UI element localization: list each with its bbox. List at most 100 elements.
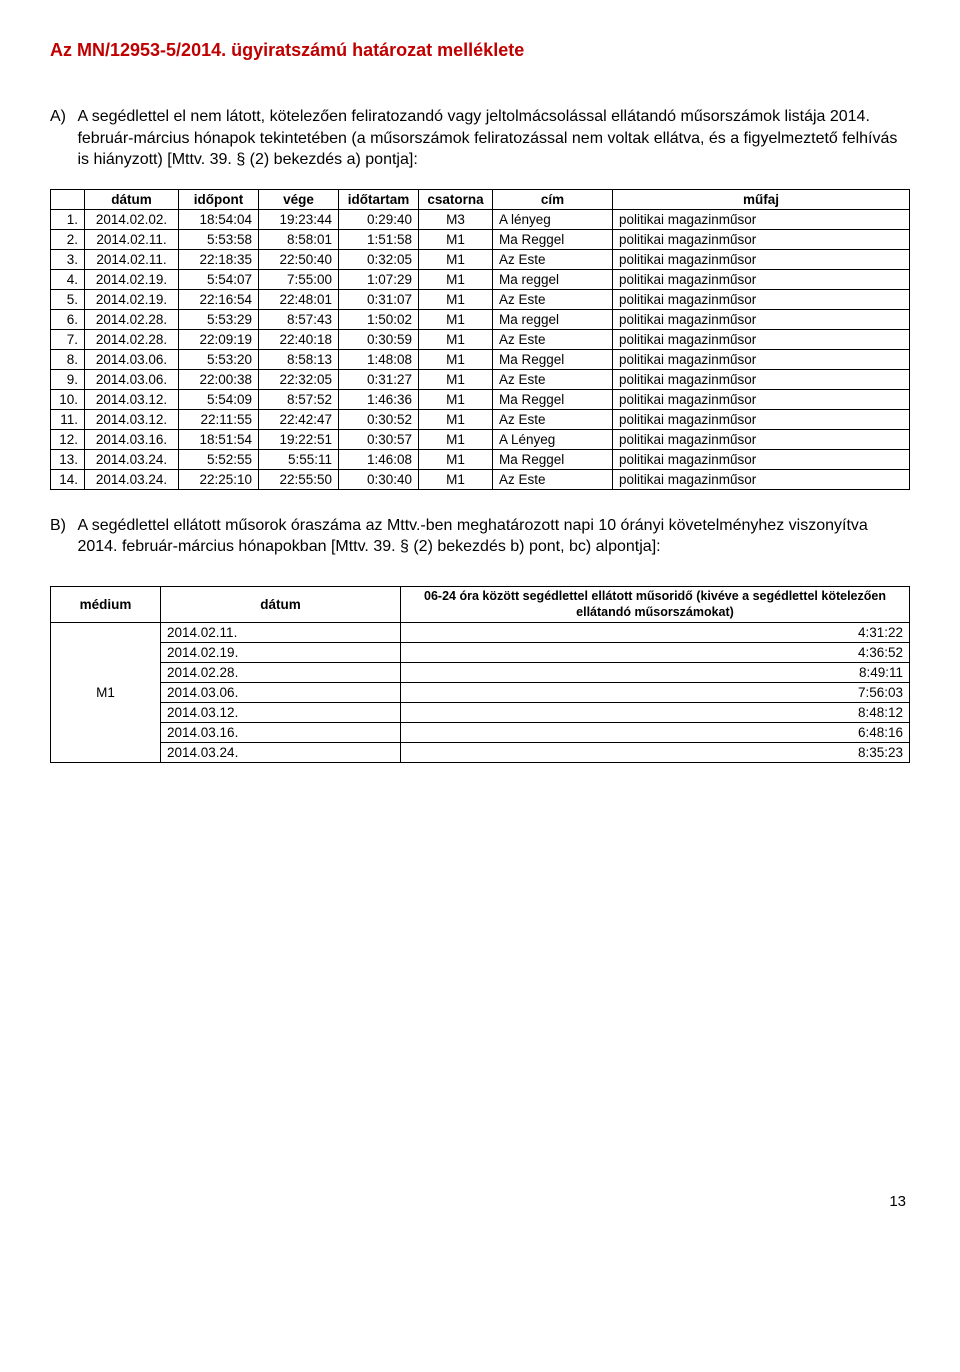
table-cell: 2014.03.16.	[85, 429, 179, 449]
table-cell: 22:16:54	[179, 289, 259, 309]
table-cell: 5:53:58	[179, 229, 259, 249]
table-cell: M1	[419, 289, 493, 309]
table-cell: 1:50:02	[339, 309, 419, 329]
table-cell: politikai magazinműsor	[613, 249, 910, 269]
table-cell: M1	[419, 349, 493, 369]
table-row: 9.2014.03.06.22:00:3822:32:050:31:27M1Az…	[51, 369, 910, 389]
table-cell: 11.	[51, 409, 85, 429]
table-a-h2: időpont	[179, 189, 259, 209]
table-cell: politikai magazinműsor	[613, 469, 910, 489]
table-row: 11.2014.03.12.22:11:5522:42:470:30:52M1A…	[51, 409, 910, 429]
table-cell: politikai magazinműsor	[613, 389, 910, 409]
table-cell: 8:58:01	[259, 229, 339, 249]
table-cell: Az Este	[493, 249, 613, 269]
table-cell: 5:52:55	[179, 449, 259, 469]
table-cell: 8:35:23	[401, 743, 910, 763]
table-cell: politikai magazinműsor	[613, 449, 910, 469]
table-cell: 0:32:05	[339, 249, 419, 269]
table-row: 2014.03.16.6:48:16	[51, 723, 910, 743]
table-cell: Az Este	[493, 369, 613, 389]
table-cell: A lényeg	[493, 209, 613, 229]
table-cell: 5:53:29	[179, 309, 259, 329]
table-cell: 14.	[51, 469, 85, 489]
table-cell: 2014.03.24.	[85, 449, 179, 469]
table-cell: politikai magazinműsor	[613, 429, 910, 449]
table-cell: 2014.02.28.	[161, 663, 401, 683]
table-cell: 2014.03.06.	[85, 369, 179, 389]
table-cell: M1	[419, 389, 493, 409]
table-cell: 2014.02.28.	[85, 309, 179, 329]
table-row: 7.2014.02.28.22:09:1922:40:180:30:59M1Az…	[51, 329, 910, 349]
table-cell: Ma Reggel	[493, 389, 613, 409]
table-row: 2014.03.12.8:48:12	[51, 703, 910, 723]
table-cell: politikai magazinműsor	[613, 349, 910, 369]
table-cell: 1:51:58	[339, 229, 419, 249]
table-cell: 5:54:09	[179, 389, 259, 409]
table-cell: 1:46:36	[339, 389, 419, 409]
document-title: Az MN/12953-5/2014. ügyiratszámú határoz…	[50, 40, 910, 61]
table-cell: 6:48:16	[401, 723, 910, 743]
table-a-h3: vége	[259, 189, 339, 209]
table-cell: 19:23:44	[259, 209, 339, 229]
page: Az MN/12953-5/2014. ügyiratszámú határoz…	[0, 0, 960, 1230]
table-cell: 9.	[51, 369, 85, 389]
table-cell: 2014.03.12.	[85, 389, 179, 409]
table-cell: 22:50:40	[259, 249, 339, 269]
table-cell: 18:51:54	[179, 429, 259, 449]
table-cell: Ma Reggel	[493, 349, 613, 369]
table-row: 5.2014.02.19.22:16:5422:48:010:31:07M1Az…	[51, 289, 910, 309]
section-b: B) A segédlettel ellátott műsorok óraszá…	[50, 515, 910, 558]
table-cell: 2014.02.19.	[85, 289, 179, 309]
table-cell: 22:00:38	[179, 369, 259, 389]
table-cell: M3	[419, 209, 493, 229]
table-cell: A Lényeg	[493, 429, 613, 449]
table-b-h0: médium	[51, 586, 161, 622]
table-cell: 6.	[51, 309, 85, 329]
table-cell: 2014.02.11.	[161, 623, 401, 643]
table-cell: Az Este	[493, 409, 613, 429]
table-cell: 2014.03.24.	[161, 743, 401, 763]
table-cell: 22:32:05	[259, 369, 339, 389]
table-cell: 8:48:12	[401, 703, 910, 723]
table-row: 12.2014.03.16.18:51:5419:22:510:30:57M1A…	[51, 429, 910, 449]
table-cell: 0:30:57	[339, 429, 419, 449]
table-cell: Az Este	[493, 469, 613, 489]
table-cell: 2014.02.11.	[85, 229, 179, 249]
table-row: 2.2014.02.11.5:53:588:58:011:51:58M1Ma R…	[51, 229, 910, 249]
table-cell: 12.	[51, 429, 85, 449]
table-cell: 22:48:01	[259, 289, 339, 309]
table-cell: 2014.03.24.	[85, 469, 179, 489]
table-cell: 2014.02.02.	[85, 209, 179, 229]
table-cell: 10.	[51, 389, 85, 409]
table-cell: 2014.03.12.	[85, 409, 179, 429]
table-cell: politikai magazinműsor	[613, 369, 910, 389]
table-cell: politikai magazinműsor	[613, 309, 910, 329]
table-cell: 2014.03.12.	[161, 703, 401, 723]
table-cell: Ma Reggel	[493, 449, 613, 469]
table-cell: 5.	[51, 289, 85, 309]
table-cell: Ma reggel	[493, 309, 613, 329]
table-cell: 22:42:47	[259, 409, 339, 429]
table-cell: 19:22:51	[259, 429, 339, 449]
table-cell: 8:57:43	[259, 309, 339, 329]
table-cell: 2014.02.28.	[85, 329, 179, 349]
table-row: 1.2014.02.02.18:54:0419:23:440:29:40M3A …	[51, 209, 910, 229]
table-a-h6: cím	[493, 189, 613, 209]
table-a-header-row: dátum időpont vége időtartam csatorna cí…	[51, 189, 910, 209]
table-a: dátum időpont vége időtartam csatorna cí…	[50, 189, 910, 490]
section-a-text: A segédlettel el nem látott, kötelezően …	[77, 106, 897, 171]
table-cell: Az Este	[493, 329, 613, 349]
table-row: 3.2014.02.11.22:18:3522:50:400:32:05M1Az…	[51, 249, 910, 269]
page-number: 13	[50, 1193, 910, 1210]
table-cell: 2014.02.19.	[85, 269, 179, 289]
table-cell: 4:31:22	[401, 623, 910, 643]
table-cell: 2.	[51, 229, 85, 249]
table-a-h1: dátum	[85, 189, 179, 209]
table-cell: 1:46:08	[339, 449, 419, 469]
table-cell: 13.	[51, 449, 85, 469]
table-cell: 4.	[51, 269, 85, 289]
table-row: 4.2014.02.19.5:54:077:55:001:07:29M1Ma r…	[51, 269, 910, 289]
table-cell: 7:55:00	[259, 269, 339, 289]
table-cell: M1	[419, 249, 493, 269]
table-cell: M1	[419, 329, 493, 349]
